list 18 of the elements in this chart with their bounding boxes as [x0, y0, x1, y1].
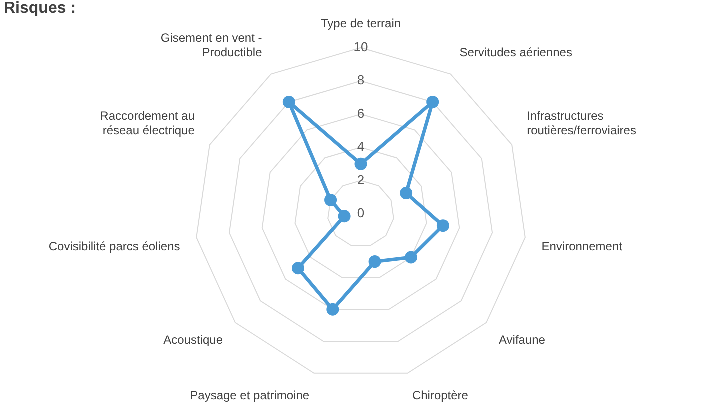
spoke-label: Type de terrain — [320, 16, 402, 31]
spoke-label: Infrastructures routières/ferroviaires — [527, 108, 636, 138]
y-tick-label: 2 — [357, 172, 365, 188]
y-tick-label: 4 — [357, 139, 365, 154]
spoke-label: Avifaune — [499, 333, 546, 348]
y-tick-label: 6 — [357, 106, 365, 121]
spoke-label: Gisement en vent - Productible — [160, 31, 263, 60]
chart-title: Risques : — [4, 0, 76, 18]
spoke-label: Environnement — [542, 240, 624, 254]
spoke-label: Raccordement au réseau électrique — [100, 108, 196, 138]
spoke-label: Chiroptère — [412, 388, 469, 403]
spoke-label: Acoustique — [164, 333, 224, 348]
y-tick-label: 8 — [357, 72, 365, 88]
spoke-label: Paysage et patrimoine — [190, 388, 310, 403]
spoke-label: Covisibilité parcs éoliens — [48, 240, 180, 254]
y-tick-label: 0 — [357, 206, 365, 221]
y-tick-label: 10 — [354, 39, 368, 54]
spoke-label: Servitudes aériennes — [460, 46, 572, 60]
